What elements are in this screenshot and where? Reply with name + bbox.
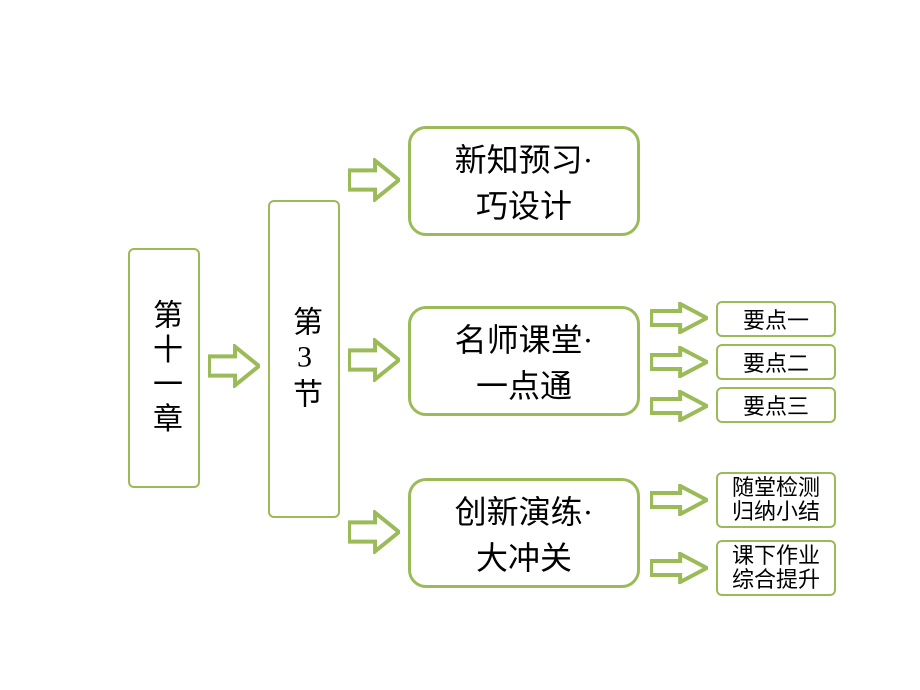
topic-box-2: 名师课堂· 一点通 (408, 306, 640, 416)
topic-text: 创新演练· 大冲关 (455, 487, 594, 579)
arrow-icon (208, 344, 260, 388)
chapter-label: 第十一章 (142, 299, 186, 437)
point-box-1: 要点一 (716, 301, 836, 337)
point-box-3: 要点三 (716, 387, 836, 423)
topic-text: 新知预习· 巧设计 (455, 135, 594, 227)
chapter-box: 第十一章 (128, 248, 200, 488)
point-label: 要点三 (743, 389, 809, 421)
section-box: 第3节 (268, 200, 340, 518)
point-label: 要点一 (743, 303, 809, 335)
point-box-4: 随堂检测 归纳小结 (716, 472, 836, 528)
arrow-icon (650, 484, 708, 516)
point-box-2: 要点二 (716, 344, 836, 380)
arrow-icon (348, 338, 400, 382)
point-text: 课下作业 综合提升 (732, 544, 820, 592)
point-label: 要点二 (743, 346, 809, 378)
arrow-icon (650, 552, 708, 584)
arrow-icon (650, 390, 708, 422)
arrow-icon (348, 510, 400, 554)
topic-box-1: 新知预习· 巧设计 (408, 126, 640, 236)
arrow-icon (650, 346, 708, 378)
point-box-5: 课下作业 综合提升 (716, 540, 836, 596)
arrow-icon (650, 302, 708, 334)
arrow-icon (348, 158, 400, 202)
section-label: 第3节 (282, 306, 326, 413)
topic-text: 名师课堂· 一点通 (455, 315, 594, 407)
topic-box-3: 创新演练· 大冲关 (408, 478, 640, 588)
point-text: 随堂检测 归纳小结 (732, 476, 820, 524)
